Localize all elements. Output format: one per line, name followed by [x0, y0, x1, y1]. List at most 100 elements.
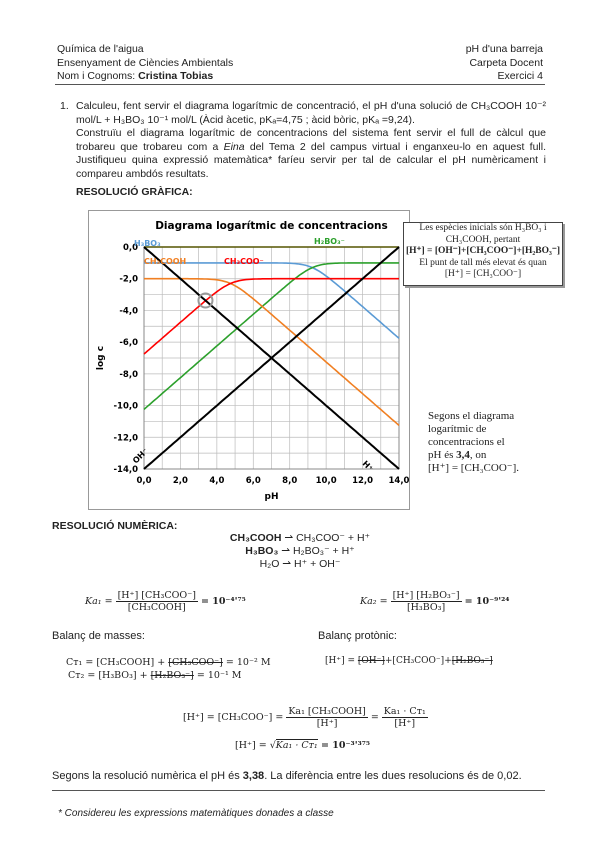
ct-b: = 10⁻² M [222, 657, 271, 668]
side-line: concentracions el [428, 436, 505, 448]
folder-title: Carpeta Docent [469, 56, 543, 69]
question-statement: Calculeu, fent servir el diagrama logarí… [76, 100, 546, 126]
mass-balance: Cᴛ₁ = [CH₃COOH] + [CH₃COO⁻] = 10⁻² M Cᴛ₂… [66, 656, 271, 682]
program-title: Ensenyament de Ciències Ambientals [57, 56, 234, 69]
numeric-conclusion: Segons la resolució numèrica el pH és 3,… [52, 770, 522, 782]
denominator: [H⁺] [316, 718, 338, 729]
series-line-acid-1 [144, 262, 400, 339]
equilibrium-arrow: ⇀ [279, 558, 295, 570]
fraction: Ka₁ · Cᴛ₁ [H⁺] [381, 706, 428, 729]
fraction: Ka₁ [CH₃COOH] [H⁺] [286, 706, 368, 729]
x-tick-label: 0,0 [136, 476, 151, 486]
x-tick-label: 14,0 [389, 476, 409, 486]
y-tick-label: -14,0 [114, 465, 139, 475]
x-tick-label: 4,0 [209, 476, 224, 486]
series-line-acid-0 [144, 277, 400, 426]
proton-balance: [H⁺] = [OH⁻]+[CH₃COO⁻]+[H₂BO₃⁻] [325, 656, 493, 666]
note-line: [H⁺] = [OH⁻]+[CH₃COO⁻]+[H₂BO₃⁻] [405, 246, 561, 256]
series-line-base-1 [143, 262, 399, 410]
equals: = [370, 712, 379, 723]
y-tick-label: -10,0 [114, 402, 139, 412]
proton-balance-label: Balanç protònic: [318, 630, 397, 642]
r-c: CH₃COO⁻ + H⁺ [296, 532, 371, 544]
sqrt-lhs: [H⁺] = √ [235, 740, 276, 751]
note-line: CH₃COOH, pertant [445, 234, 521, 245]
ct-a: Cᴛ₂ = [H₃BO₃] + [68, 670, 151, 681]
series-label: H₃BO₃ [134, 239, 161, 248]
conc-a: Segons la resolució numèrica el pH és [52, 770, 243, 782]
series-label: CH₃COOH [144, 257, 186, 266]
side-line: [H⁺] = [CH₃COO⁻]. [428, 462, 520, 474]
note-line: El punt de tall més elevat és quan [419, 257, 547, 268]
name-label: Nom i Cognoms: [57, 70, 139, 82]
conc-c: . La diferència entre les dues resolucio… [264, 770, 522, 782]
y-tick-label: -2,0 [119, 275, 138, 285]
reaction-boric: H₃BO₃ ⇀ H₂BO₃⁻ + H⁺ [200, 545, 400, 558]
x-tick-label: 12,0 [352, 476, 373, 486]
r-a: H₂O [259, 558, 280, 570]
side-line: pH és 3,4, on [428, 449, 519, 462]
question-instructions: Construïu el diagrama logarítmic de conc… [76, 127, 546, 181]
mass-balance-label: Balanç de masses: [52, 630, 145, 642]
graphic-heading: RESOLUCIÓ GRÀFICA: [76, 186, 193, 198]
log-concentration-chart: Diagrama logarítmic de concentracions 0,0… [96, 220, 410, 502]
exercise-number: Exercici 4 [497, 70, 543, 82]
equilibrium-arrow: ⇀ [278, 545, 293, 557]
instr-em: Eina [223, 140, 245, 153]
r-a: H₃BO₃ [245, 545, 279, 557]
equilibrium-arrow: ⇀ [281, 532, 297, 544]
eq-rhs: = 10⁻⁹'²⁴ [464, 596, 510, 607]
reaction-water: H₂O ⇀ H⁺ + OH⁻ [200, 558, 400, 571]
y-tick-label: -4,0 [119, 306, 138, 316]
eq-rhs: = 10⁻⁴'⁷⁵ [200, 596, 246, 607]
ct1-equation: Cᴛ₁ = [CH₃COOH] + [CH₃COO⁻] = 10⁻² M [66, 656, 271, 669]
denominator: [H⁺] [394, 718, 416, 729]
eq-lhs: [H⁺] = [CH₃COO⁻] = [183, 712, 284, 723]
footnote: * Considereu les expressions matemàtique… [58, 808, 334, 819]
intersection-circle [197, 292, 214, 309]
header-divider [55, 84, 545, 85]
ct-struck: [H₂BO₃⁻] [150, 670, 194, 681]
y-tick-label: -6,0 [119, 338, 138, 348]
sqrt-equation: [H⁺] = √Ka₁ · Cᴛ₁ = 10⁻³'³⁷⁵ [235, 739, 371, 751]
student-name: Nom i Cognoms: Cristina Tobias [57, 70, 233, 84]
ct-a: Cᴛ₁ = [CH₃COOH] + [66, 657, 169, 668]
topic-title: pH d'una barreja [465, 43, 543, 55]
pb-a: [H⁺] = [325, 656, 358, 666]
series-label: OH⁻ [131, 447, 150, 466]
h-equation: [H⁺] = [CH₃COO⁻] = Ka₁ [CH₃COOH] [H⁺] = Ka₁ … [183, 706, 431, 729]
denominator: [H₃BO₃] [406, 602, 446, 613]
ct2-equation: Cᴛ₂ = [H₃BO₃] + [H₂BO₃⁻] = 10⁻¹ M [66, 669, 271, 682]
r-c: H₂BO₃⁻ + H⁺ [292, 545, 355, 557]
header-left: Química de l'aigua Ensenyament de Ciènci… [57, 43, 233, 84]
sqrt-rhs: = 10⁻³'³⁷⁵ [317, 740, 371, 751]
note-box: Les espècies inicials són H₃BO₃ i CH₃COO… [403, 222, 563, 286]
side-line: logarítmic de [428, 423, 487, 435]
fraction: [H⁺] [CH₃COO⁻] [CH₃COOH] [115, 590, 198, 613]
y-tick-label: -8,0 [119, 370, 138, 380]
x-tick-label: 2,0 [173, 476, 188, 486]
numerator: Ka₁ [CH₃COOH] [286, 706, 368, 718]
side-a: pH és [428, 449, 457, 461]
header-right: pH d'una barreja Carpeta Docent Exercici… [466, 43, 543, 84]
numerator: [H⁺] [H₂BO₃⁻] [390, 590, 462, 602]
sqrt-radicand: Ka₁ · Cᴛ₁ [275, 739, 318, 751]
ct-b: = 10⁻¹ M [193, 670, 242, 681]
ka2-equation: Ka₂ = [H⁺] [H₂BO₃⁻] [H₃BO₃] = 10⁻⁹'²⁴ [360, 590, 509, 613]
y-axis-label: log c [96, 346, 106, 370]
y-tick-label: 0,0 [123, 243, 138, 253]
x-tick-label: 10,0 [316, 476, 337, 486]
side-c: , on [469, 449, 487, 461]
eq-lhs: Ka₂ = [360, 596, 388, 607]
graphic-ph: 3,4 [456, 449, 470, 461]
series-line-OH- [143, 246, 400, 470]
instr-b: del Tema 2 del campus virtual i enganxeu… [76, 140, 546, 180]
reactions: CH₃COOH ⇀ CH₃COO⁻ + H⁺ H₃BO₃ ⇀ H₂BO₃⁻ + … [200, 532, 400, 571]
graphic-conclusion: Segons el diagrama logarítmic de concent… [428, 410, 519, 475]
series-line-base-0 [143, 277, 399, 355]
pb-struck: [H₂BO₃⁻] [451, 656, 493, 666]
question-text: Calculeu, fent servir el diagrama logarí… [76, 100, 546, 181]
x-tick-label: 8,0 [282, 476, 297, 486]
question-number: 1. [60, 100, 69, 112]
